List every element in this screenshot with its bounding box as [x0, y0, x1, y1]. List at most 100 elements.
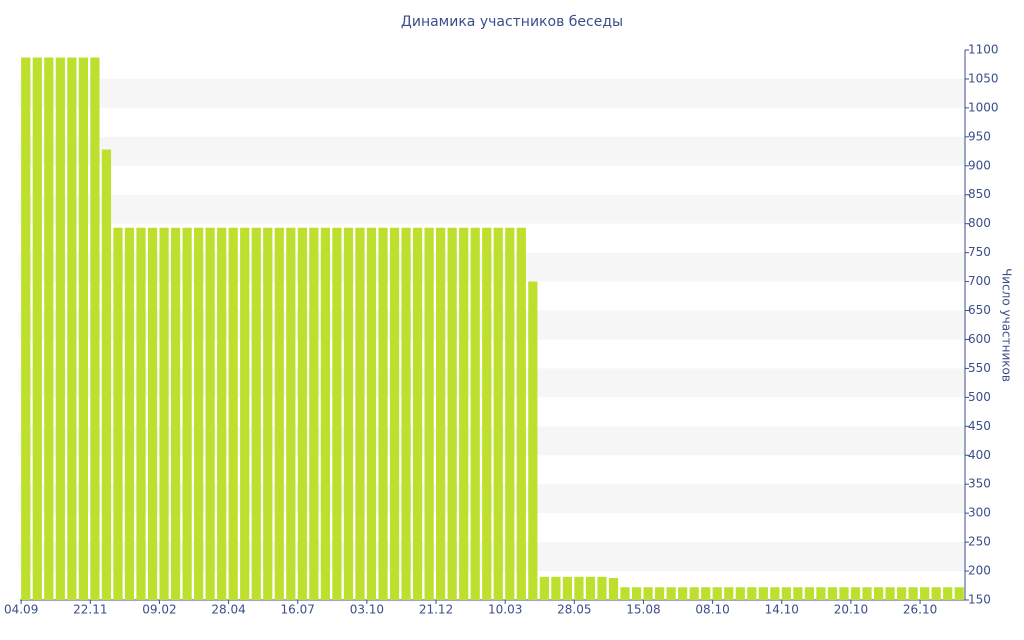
bar: [32, 57, 42, 601]
grid-band: [20, 136, 965, 166]
bar: [885, 587, 895, 600]
bar: [228, 227, 238, 600]
y-tick-label: 600: [968, 332, 991, 346]
x-tick-label: 20.10: [834, 603, 868, 617]
y-tick-label: 150: [968, 593, 991, 607]
y-tick-label: 250: [968, 535, 991, 549]
bar: [943, 587, 953, 600]
bar: [217, 227, 227, 600]
x-tick-label: 04.09: [4, 603, 38, 617]
y-tick-label: 300: [968, 506, 991, 520]
bar: [67, 57, 77, 601]
y-axis-label: Число участников: [1000, 268, 1014, 382]
bar: [505, 227, 515, 600]
bar: [793, 587, 803, 600]
bar: [608, 578, 619, 600]
bar: [643, 587, 653, 600]
bar: [459, 227, 469, 600]
bar: [562, 576, 573, 600]
x-tick-label: 28.05: [557, 603, 591, 617]
bar: [954, 587, 964, 600]
y-tick-label: 350: [968, 477, 991, 491]
bar: [378, 227, 388, 600]
x-tick-label: 03.10: [350, 603, 384, 617]
bar: [182, 227, 192, 600]
bar: [862, 587, 872, 600]
bar: [470, 227, 480, 600]
y-tick-label: 500: [968, 390, 991, 404]
y-tick-label: 700: [968, 274, 991, 288]
y-tick-label: 850: [968, 187, 991, 201]
y-tick-label: 450: [968, 419, 991, 433]
bar: [493, 227, 503, 600]
bar: [194, 227, 204, 600]
x-tick-label: 22.11: [73, 603, 107, 617]
y-tick-label: 1100: [968, 43, 999, 57]
bar: [908, 587, 918, 600]
bar: [447, 227, 457, 600]
bar: [597, 576, 607, 600]
bar: [309, 227, 319, 600]
bar: [401, 227, 411, 600]
bar: [389, 227, 400, 600]
bar: [101, 149, 112, 600]
y-tick-label: 550: [968, 361, 991, 375]
bar: [159, 227, 169, 600]
bar: [839, 587, 849, 600]
chart-title: Динамика участников беседы: [401, 14, 623, 30]
y-tick-label: 750: [968, 245, 991, 259]
bar: [920, 587, 930, 600]
bar: [816, 587, 826, 600]
bar: [850, 587, 861, 600]
x-tick-label: 15.08: [626, 603, 660, 617]
x-tick-label: 28.04: [211, 603, 245, 617]
bar: [804, 587, 815, 600]
y-tick-label: 1000: [968, 100, 999, 114]
x-tick-label: 09.02: [142, 603, 176, 617]
bar: [90, 57, 100, 601]
bar: [827, 587, 838, 600]
bar: [482, 227, 492, 600]
bar: [78, 57, 88, 601]
y-tick-label: 400: [968, 448, 991, 462]
bar: [263, 227, 273, 600]
bar: [516, 227, 526, 600]
bar: [689, 587, 699, 600]
bar: [620, 587, 630, 600]
bar: [758, 587, 768, 600]
bar: [55, 57, 65, 601]
bar: [747, 587, 757, 600]
grid-band: [20, 78, 965, 108]
bar: [724, 587, 734, 600]
bar: [770, 587, 780, 600]
bar: [412, 227, 423, 600]
bar: [124, 227, 135, 600]
x-tick-label: 26.10: [903, 603, 937, 617]
bar: [21, 57, 31, 601]
bar: [678, 587, 688, 600]
bar: [528, 281, 538, 600]
x-tick-label: 14.10: [765, 603, 799, 617]
bar: [343, 227, 354, 600]
bar: [631, 587, 642, 600]
bar: [136, 227, 146, 600]
bar: [735, 587, 745, 600]
y-tick-label: 650: [968, 303, 991, 317]
bar: [355, 227, 365, 600]
bar: [240, 227, 250, 600]
y-tick-label: 950: [968, 129, 991, 143]
bar: [701, 587, 711, 600]
bar: [320, 227, 331, 600]
y-tick-label: 800: [968, 216, 991, 230]
bar: [424, 227, 434, 600]
y-tick-label: 1050: [968, 71, 999, 85]
bar: [251, 227, 261, 600]
y-tick-label: 200: [968, 564, 991, 578]
bar: [286, 227, 296, 600]
bar: [781, 587, 791, 600]
bar: [170, 227, 181, 600]
bar: [436, 227, 446, 600]
bar: [113, 227, 123, 600]
bar: [897, 587, 907, 600]
